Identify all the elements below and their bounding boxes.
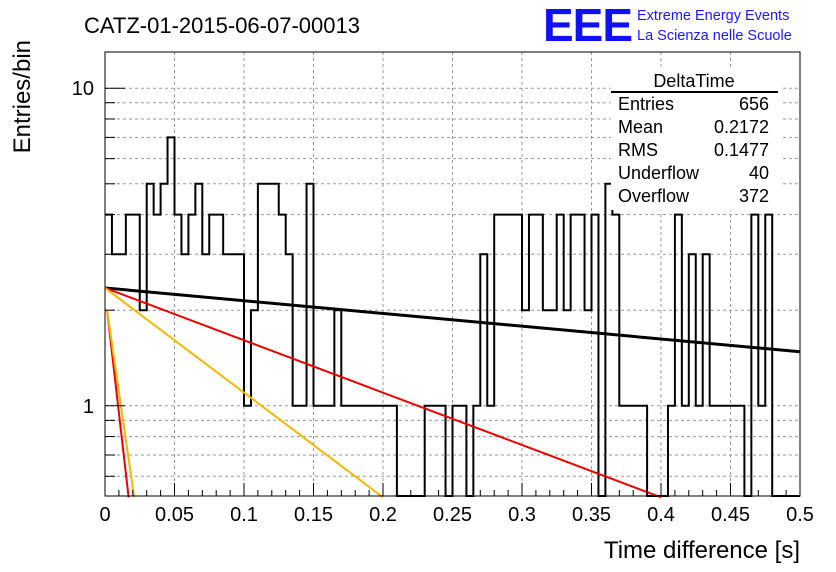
x-axis-label: Time difference [s] bbox=[604, 537, 800, 564]
x-tick-label: 0.1 bbox=[230, 504, 258, 526]
logo-letters: EEE bbox=[543, 0, 632, 51]
x-tick-label: 0.25 bbox=[433, 504, 472, 526]
stats-row-label: Overflow bbox=[618, 186, 690, 206]
stats-row-value: 0.1477 bbox=[714, 140, 769, 160]
x-tick-label: 0.4 bbox=[647, 504, 675, 526]
run-id-title: CATZ-01-2015-06-07-00013 bbox=[84, 13, 360, 38]
stats-row-value: 40 bbox=[749, 163, 769, 183]
stats-row-label: RMS bbox=[618, 140, 658, 160]
stats-box: DeltaTime Entries 656 Mean 0.2172 RMS 0.1477 U… bbox=[611, 70, 781, 210]
logo-line2: La Scienza nelle Scuole bbox=[637, 28, 792, 44]
fit-line bbox=[106, 310, 136, 498]
y-tick-label: 10 bbox=[72, 78, 94, 100]
x-tick-label: 0 bbox=[99, 504, 110, 526]
eee-logo: EEE Extreme Energy Events La Scienza nel… bbox=[543, 0, 792, 51]
x-tick-label: 0.15 bbox=[294, 504, 333, 526]
stats-rows: Entries 656 Mean 0.2172 RMS 0.1477 Underflow 40… bbox=[618, 94, 769, 206]
stats-row-label: Entries bbox=[618, 94, 674, 114]
stats-row-label: Mean bbox=[618, 117, 663, 137]
fit-line bbox=[104, 287, 384, 499]
y-tick-labels: 1 10 bbox=[72, 78, 94, 418]
x-tick-label: 0.35 bbox=[572, 504, 611, 526]
fit-line bbox=[104, 287, 662, 499]
x-tick-label: 0.2 bbox=[369, 504, 397, 526]
stats-row-value: 0.2172 bbox=[714, 117, 769, 137]
x-tick-labels: 0 0.05 0.1 0.15 0.2 0.25 0.3 0.35 0.4 0.45 0.5 bbox=[99, 504, 813, 526]
logo-line1: Extreme Energy Events bbox=[637, 8, 789, 24]
x-tick-label: 0.5 bbox=[786, 504, 814, 526]
fit-lines bbox=[104, 286, 801, 499]
stats-row-label: Underflow bbox=[618, 163, 700, 183]
fit-line bbox=[104, 286, 801, 354]
stats-box-background bbox=[611, 70, 781, 210]
x-tick-label: 0.3 bbox=[508, 504, 536, 526]
stats-title: DeltaTime bbox=[653, 71, 734, 91]
y-axis-label: Entries/bin bbox=[9, 40, 36, 153]
y-tick-label: 1 bbox=[83, 396, 94, 418]
stats-row-value: 372 bbox=[739, 186, 769, 206]
x-tick-label: 0.45 bbox=[711, 504, 750, 526]
stats-row-value: 656 bbox=[739, 94, 769, 114]
axis-ticks bbox=[104, 87, 801, 496]
x-tick-label: 0.05 bbox=[155, 504, 194, 526]
